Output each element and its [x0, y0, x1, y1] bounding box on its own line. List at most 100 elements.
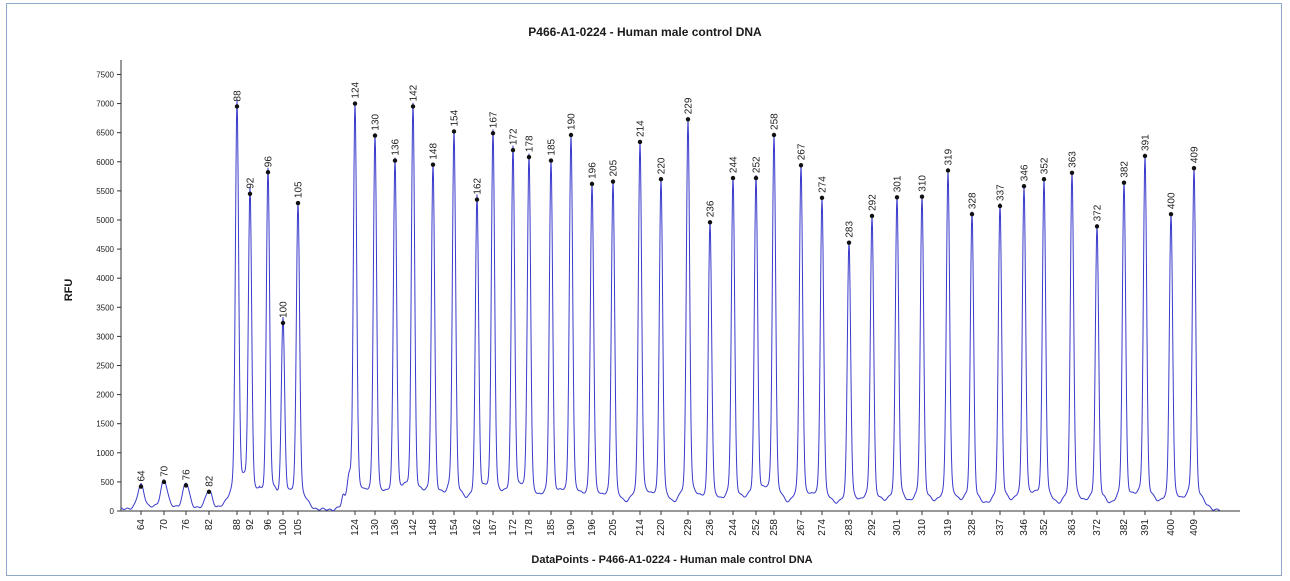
- y-tick-label: 5000: [96, 216, 114, 225]
- chart-frame: [6, 3, 1282, 576]
- peak-marker: [1168, 211, 1174, 217]
- peak-marker: [410, 104, 416, 109]
- peak-label: 196: [588, 162, 599, 179]
- peak-label: 382: [1120, 161, 1131, 178]
- peak-marker: [707, 220, 713, 225]
- peak-marker: [280, 320, 286, 326]
- peak-label: 236: [706, 200, 717, 217]
- peak-label: 76: [182, 469, 193, 481]
- peak-label: 337: [996, 184, 1007, 201]
- x-tick-label: 391: [1140, 519, 1151, 536]
- peak-marker: [945, 168, 951, 173]
- peak-label: 252: [752, 156, 763, 173]
- x-tick-label: 382: [1119, 519, 1130, 536]
- peak-label: 220: [657, 157, 668, 174]
- peak-label: 154: [450, 109, 461, 126]
- x-tick-label: 88: [232, 519, 243, 531]
- peak-marker: [372, 133, 378, 138]
- x-tick-label: 96: [263, 519, 274, 531]
- signal-trace: [120, 100, 1220, 512]
- peak-label: 274: [818, 176, 829, 193]
- y-tick-label: 0: [110, 507, 115, 516]
- peak-label: 136: [391, 138, 402, 155]
- peak-label: 190: [567, 113, 578, 130]
- trace-layer: [120, 100, 1220, 512]
- peak-label: 96: [264, 156, 275, 168]
- x-tick-label: 92: [245, 519, 256, 531]
- peak-label: 124: [351, 81, 362, 98]
- y-axis-title: RFU: [63, 279, 75, 302]
- peak-marker: [771, 132, 777, 138]
- peak-label: 105: [294, 181, 305, 198]
- peak-marker: [894, 195, 900, 200]
- peak-marker: [526, 154, 532, 160]
- peak-label: 283: [845, 221, 856, 238]
- x-tick-label: 70: [159, 519, 170, 531]
- x-tick-label: 130: [370, 519, 381, 536]
- x-tick-label: 283: [844, 519, 855, 536]
- peak-marker: [265, 170, 271, 175]
- peak-marker: [490, 131, 496, 136]
- peak-label: 178: [525, 135, 536, 152]
- x-tick-label: 167: [488, 519, 499, 536]
- y-tick-label: 2500: [96, 361, 114, 370]
- x-tick-label: 409: [1189, 519, 1200, 536]
- x-tick-label: 292: [867, 519, 878, 536]
- peak-label: 172: [509, 128, 520, 145]
- peak-marker: [206, 489, 212, 494]
- x-tick-label: 363: [1067, 519, 1078, 536]
- x-tick-label: 178: [524, 519, 535, 536]
- peak-label: 319: [944, 148, 955, 165]
- peak-marker: [869, 213, 875, 219]
- x-tick-label: 301: [892, 519, 903, 536]
- peak-label: 244: [729, 156, 740, 173]
- peak-label: 82: [205, 475, 216, 487]
- peak-marker: [1121, 180, 1127, 185]
- x-tick-label: 267: [796, 519, 807, 536]
- peak-label: 100: [279, 301, 290, 318]
- x-tick-label: 185: [546, 519, 557, 536]
- x-tick-label: 148: [428, 519, 439, 536]
- x-axis-title: DataPoints - P466-A1-0224 - Human male c…: [531, 554, 812, 566]
- peak-marker: [589, 181, 595, 187]
- peak-marker: [753, 175, 759, 181]
- peak-label: 92: [246, 177, 257, 189]
- x-tick-label: 64: [136, 519, 147, 531]
- x-tick-label: 154: [449, 519, 460, 536]
- x-tick-label: 162: [472, 519, 483, 536]
- y-tick-label: 1500: [96, 420, 114, 429]
- peak-label: 167: [489, 111, 500, 128]
- peak-label: 400: [1167, 192, 1178, 209]
- x-tick-label: 372: [1092, 519, 1103, 536]
- peak-label: 185: [547, 138, 558, 155]
- peak-label: 130: [371, 113, 382, 130]
- y-tick-label: 3500: [96, 303, 114, 312]
- x-tick-label: 100: [278, 519, 289, 536]
- peak-label: 310: [918, 175, 929, 192]
- axes: 0 500 1000 1500 2000 2500 3000 3500 4000 4500 5000…: [96, 60, 1240, 536]
- peak-marker: [1094, 224, 1100, 229]
- x-tick-label: 400: [1166, 519, 1177, 536]
- peak-marker: [685, 117, 691, 122]
- chart-title: P466-A1-0224 - Human male control DNA: [528, 25, 762, 39]
- peak-label: 267: [797, 143, 808, 160]
- x-tick-label: 190: [566, 519, 577, 536]
- peak-marker: [1041, 177, 1047, 182]
- peak-label: 363: [1068, 151, 1079, 168]
- x-tick-label: 124: [350, 519, 361, 536]
- peak-label: 64: [137, 470, 148, 482]
- peak-label: 162: [473, 177, 484, 194]
- peak-marker: [568, 132, 574, 138]
- x-tick-label: 310: [917, 519, 928, 536]
- peak-label: 258: [770, 113, 781, 130]
- peak-label: 409: [1190, 146, 1201, 163]
- peak-marker: [1021, 184, 1027, 189]
- x-tick-label: 258: [769, 519, 780, 536]
- peak-marker: [451, 129, 457, 134]
- x-tick-label: 76: [181, 519, 192, 531]
- peak-marker: [730, 175, 736, 181]
- peak-label: 346: [1020, 164, 1031, 181]
- peak-label: 328: [968, 192, 979, 209]
- peak-label: 88: [233, 90, 244, 102]
- x-tick-label: 82: [204, 519, 215, 531]
